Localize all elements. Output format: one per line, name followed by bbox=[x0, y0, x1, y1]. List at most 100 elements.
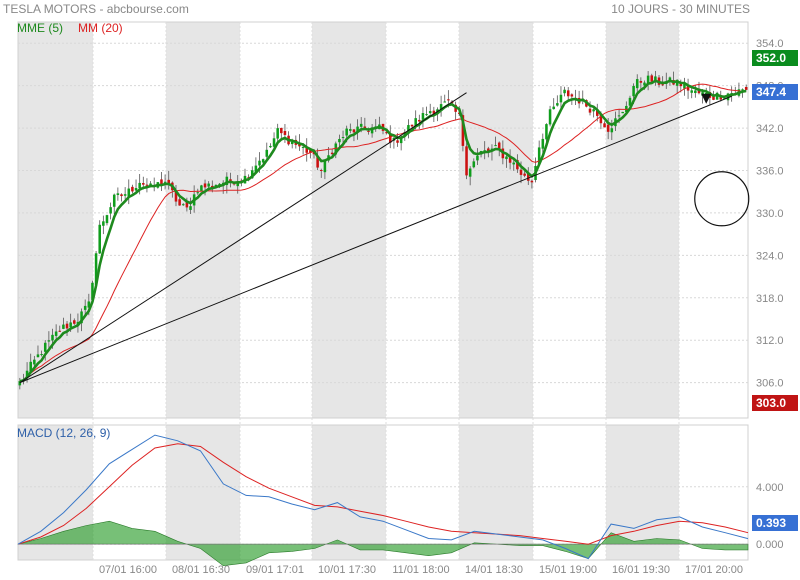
candle-body-21 bbox=[94, 253, 98, 286]
candle-body-9 bbox=[51, 334, 54, 341]
session-shade-1 bbox=[166, 22, 240, 418]
candle-body-26 bbox=[112, 194, 116, 207]
candle-body-137 bbox=[516, 159, 519, 170]
candle-body-102 bbox=[388, 134, 392, 143]
candle-body-11 bbox=[58, 330, 62, 332]
candle-body-18 bbox=[83, 305, 87, 310]
candle-body-138 bbox=[519, 169, 523, 175]
candle-body-132 bbox=[497, 142, 501, 151]
candle-body-113 bbox=[428, 111, 432, 114]
candle-body-10 bbox=[54, 331, 58, 336]
session-shade-macd-1 bbox=[166, 425, 240, 560]
grid bbox=[17, 21, 749, 561]
candle-body-161 bbox=[603, 123, 606, 128]
candle-body-170 bbox=[635, 79, 639, 89]
candle-body-53 bbox=[211, 185, 214, 188]
candle-body-28 bbox=[120, 194, 123, 197]
candle-body-163 bbox=[610, 128, 614, 133]
price-tick-label-0: 354.0 bbox=[756, 38, 784, 50]
axes: 354.0348.0342.0336.0330.0324.0318.0312.0… bbox=[99, 38, 784, 576]
candle-body-159 bbox=[596, 110, 599, 116]
candle-body-95 bbox=[363, 126, 367, 129]
candle-body-186 bbox=[694, 90, 697, 94]
candle-body-86 bbox=[330, 152, 334, 155]
time-tick-label-3: 10/01 17:30 bbox=[318, 564, 376, 576]
candle-body-124 bbox=[468, 168, 472, 177]
candle-body-24 bbox=[105, 215, 109, 224]
candle-body-82 bbox=[316, 156, 319, 168]
candle-body-70 bbox=[272, 138, 276, 147]
candle-body-83 bbox=[319, 170, 323, 172]
candle-body-122 bbox=[461, 115, 465, 146]
candle-body-149 bbox=[559, 94, 563, 103]
candle-body-189 bbox=[704, 93, 708, 95]
candle-body-68 bbox=[265, 149, 269, 157]
candle-body-88 bbox=[338, 138, 341, 143]
macd-panel bbox=[17, 434, 749, 567]
candle-body-87 bbox=[334, 143, 338, 155]
candle-body-174 bbox=[650, 75, 654, 82]
candle-body-136 bbox=[512, 162, 516, 165]
candle-body-117 bbox=[443, 101, 447, 103]
candle-body-66 bbox=[258, 160, 261, 166]
candle-body-112 bbox=[425, 114, 428, 116]
candle-body-15 bbox=[73, 320, 76, 324]
badge-low: 303.0 bbox=[752, 395, 798, 411]
candle-body-145 bbox=[545, 124, 548, 140]
candle-body-79 bbox=[305, 146, 309, 153]
candle-body-47 bbox=[189, 206, 192, 210]
candle-body-104 bbox=[396, 140, 399, 143]
candle-body-91 bbox=[349, 129, 352, 131]
candle-body-60 bbox=[236, 181, 239, 187]
candle-body-51 bbox=[203, 183, 207, 188]
candle-body-123 bbox=[465, 146, 468, 176]
candle-body-194 bbox=[723, 97, 726, 99]
legend-mme: MME (5) bbox=[17, 21, 63, 35]
price-tick-label-8: 306.0 bbox=[756, 378, 784, 390]
candle-body-4 bbox=[33, 359, 36, 365]
candle-body-106 bbox=[403, 132, 407, 136]
badge-high-bg bbox=[752, 50, 798, 66]
candle-body-183 bbox=[683, 83, 686, 89]
candle-body-199 bbox=[741, 89, 744, 91]
candle-body-200 bbox=[744, 86, 748, 90]
candle-body-118 bbox=[447, 99, 450, 101]
candle-body-6 bbox=[40, 354, 43, 356]
candle-body-22 bbox=[98, 224, 101, 254]
candle-body-19 bbox=[87, 301, 91, 308]
candle-body-13 bbox=[65, 323, 69, 329]
candle-body-71 bbox=[276, 128, 279, 139]
price-tick-label-4: 330.0 bbox=[756, 208, 784, 220]
candle-body-96 bbox=[367, 130, 370, 132]
candle-body-65 bbox=[254, 165, 258, 173]
candle-body-52 bbox=[207, 183, 210, 187]
candle-body-131 bbox=[494, 145, 497, 147]
candle-body-17 bbox=[80, 311, 83, 324]
time-tick-label-0: 07/01 16:00 bbox=[99, 564, 157, 576]
candle-body-109 bbox=[414, 118, 417, 128]
macd-panel-frame bbox=[17, 424, 749, 561]
candle-body-103 bbox=[392, 137, 396, 141]
candle-body-72 bbox=[280, 127, 283, 134]
candle-body-97 bbox=[370, 127, 374, 134]
annotation-circle-0 bbox=[694, 171, 750, 227]
session-shade-macd-2 bbox=[312, 425, 386, 560]
candle-body-54 bbox=[214, 184, 218, 187]
candle-body-25 bbox=[109, 207, 112, 214]
badge-high-text: 352.0 bbox=[756, 51, 786, 65]
session-shade-2 bbox=[312, 22, 386, 418]
time-tick-label-6: 15/01 19:00 bbox=[539, 564, 597, 576]
candle-body-181 bbox=[675, 79, 679, 86]
candle-body-80 bbox=[309, 150, 312, 153]
candle-body-40 bbox=[163, 181, 167, 183]
candle-body-146 bbox=[548, 109, 552, 125]
session-shade-macd-3 bbox=[459, 425, 533, 560]
candle-body-177 bbox=[661, 84, 664, 86]
mm20-line bbox=[19, 83, 747, 382]
chart-period: 10 JOURS - 30 MINUTES bbox=[611, 2, 750, 16]
candle-body-14 bbox=[69, 322, 72, 328]
candle-body-30 bbox=[127, 188, 131, 197]
candle-body-29 bbox=[123, 194, 127, 196]
candle-body-129 bbox=[487, 148, 490, 152]
candle-body-169 bbox=[632, 85, 635, 97]
